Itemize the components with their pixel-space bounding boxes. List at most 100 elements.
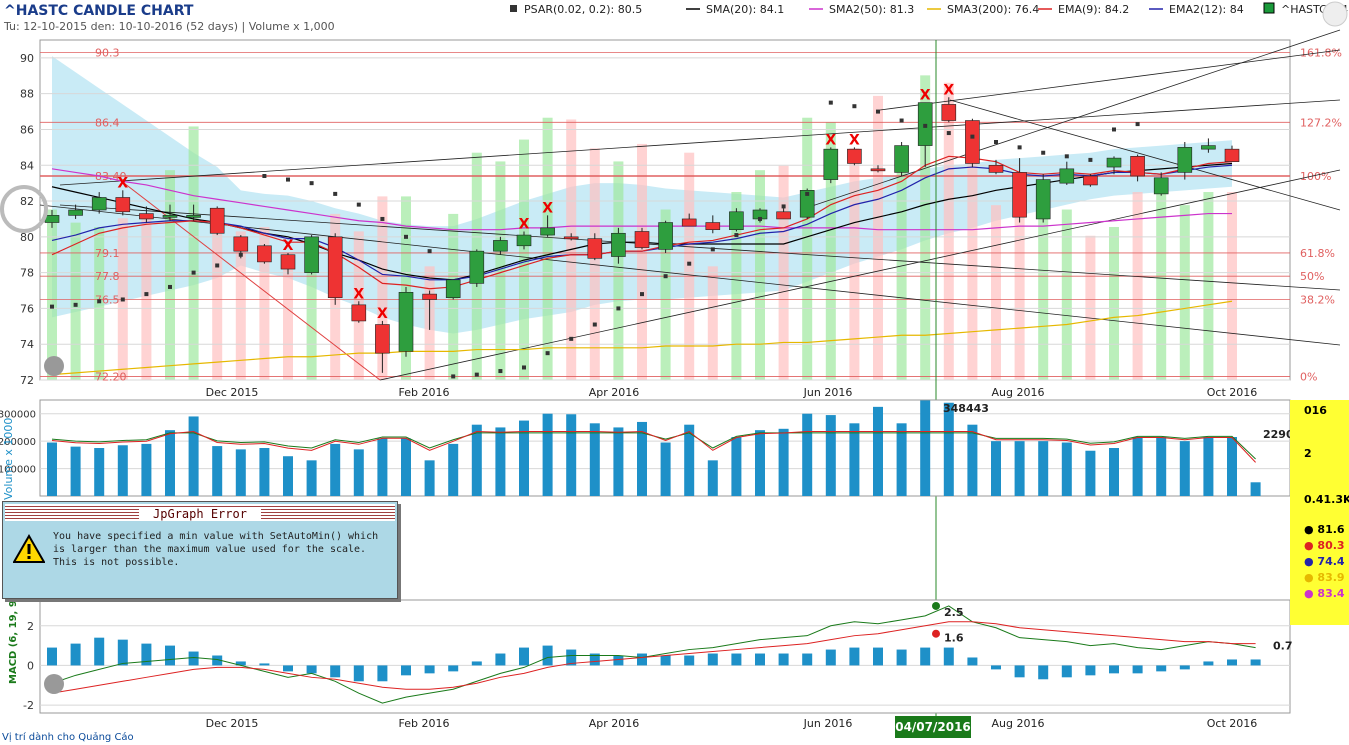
psar-dot (1017, 145, 1022, 150)
price-tick-label: 80 (20, 231, 34, 244)
scroll-left-icon (0, 185, 48, 233)
volume-bar (991, 441, 1001, 496)
candle-body (1059, 168, 1075, 184)
candle-body (941, 104, 957, 121)
help-icon (44, 674, 64, 694)
volume-shadow-bar (967, 152, 978, 380)
macd-histogram-bar (70, 643, 81, 666)
fib-right-label: 161.8% (1300, 47, 1342, 60)
psar-dot (522, 365, 526, 370)
price-tick-label: 88 (20, 88, 34, 101)
macd-histogram-bar (1085, 665, 1096, 676)
trend-line (799, 29, 1341, 211)
volume-bar (1061, 442, 1072, 496)
candle-body (563, 236, 579, 240)
psar-dot (238, 252, 243, 257)
volume-shadow-bar (991, 205, 1001, 380)
candle-body (1224, 148, 1240, 162)
fib-right-label: 38.2% (1300, 293, 1335, 306)
indicator-value: ● 83.9 (1304, 571, 1345, 584)
psar-dot (663, 274, 668, 279)
psar-dot (970, 134, 975, 139)
macd-date-tick-label: Dec 2015 (206, 717, 259, 730)
macd-histogram-bar (755, 653, 765, 666)
fib-left-label: 86.4 (95, 116, 120, 129)
legend-entry: SMA3(200): 76.4 (947, 3, 1039, 16)
price-tick-label: 86 (20, 123, 34, 136)
macd-histogram-bar (660, 655, 671, 666)
macd-histogram-bar (943, 647, 954, 666)
macd-histogram-bar (778, 653, 789, 666)
volume-bar (566, 414, 577, 496)
volume-bar (967, 424, 978, 496)
volume-bar (141, 443, 152, 496)
candle-body (1083, 175, 1098, 186)
candle-body (233, 236, 249, 252)
macd-histogram-bar (1038, 665, 1049, 680)
macd-histogram-bar (471, 661, 482, 666)
psar-dot (356, 202, 361, 207)
volume-shadow-bar (377, 196, 388, 380)
psar-dot (1041, 150, 1046, 155)
volume-shadow-bar (920, 75, 931, 380)
macd-histogram-bar (967, 657, 978, 666)
psar-dot (333, 191, 338, 196)
volume-shadow-bar (306, 266, 317, 380)
volume-bar (235, 449, 246, 496)
volume-bar (731, 437, 742, 496)
psar-dot (73, 302, 78, 307)
psar-dot (994, 140, 998, 144)
fib-right-label: 0% (1300, 370, 1317, 383)
psar-dot (1135, 122, 1140, 127)
psar-dot (404, 234, 408, 239)
volume-shadow-bar (589, 148, 600, 380)
volume-bar (1038, 441, 1049, 496)
macd-peak-dot (932, 601, 940, 610)
macd-histogram-bar (235, 661, 246, 666)
psar-dot (923, 123, 928, 128)
macd-histogram-bar (542, 645, 553, 666)
psar-dot (734, 233, 739, 238)
volume-shadow-bar (849, 148, 860, 380)
signal-line (51, 621, 1256, 694)
psar-dot (710, 247, 715, 252)
error-title-text: JpGraph Error (139, 507, 261, 521)
macd-histogram-bar (991, 665, 1001, 670)
psar-dot (191, 270, 196, 275)
trend-line (59, 99, 1341, 186)
candle-body (988, 164, 1004, 173)
volume-shadow-bar (283, 253, 293, 380)
ad-placeholder-text: Vị trí dành cho Quảng Cáo (2, 732, 134, 743)
volume-bar (660, 442, 671, 496)
legend-entry: SMA(20): 84.1 (706, 3, 784, 16)
volume-shadow-bar (943, 82, 954, 380)
macd-histogram-bar (306, 665, 317, 674)
psar-dot (215, 263, 220, 268)
volume-shadow-bar (637, 143, 647, 380)
macd-histogram-bar (519, 647, 529, 666)
error-message: You have specified a min value with SetA… (53, 531, 379, 568)
macd-histogram-bar (1014, 665, 1025, 678)
volume-shadow-bar (802, 117, 813, 380)
candle-body (658, 222, 673, 250)
volume-bar (1227, 437, 1237, 496)
trend-line (379, 169, 1341, 381)
fib-left-label: 90.3 (95, 47, 120, 60)
psar-dot (592, 322, 597, 327)
macd-histogram-bar (920, 647, 931, 666)
candle-body (1130, 156, 1145, 177)
candle-body (540, 227, 555, 236)
macd-histogram-bar (566, 649, 577, 666)
volume-bar (377, 438, 388, 496)
volume-bar (637, 421, 647, 496)
macd-histogram-bar (424, 665, 435, 674)
candle-body (847, 148, 862, 164)
volume-bar (471, 424, 482, 496)
psar-dot (168, 284, 172, 289)
macd-histogram-bar (283, 665, 293, 672)
candle-body (516, 234, 532, 247)
date-tick-label: Dec 2015 (206, 386, 259, 399)
price-tick-label: 74 (20, 338, 34, 351)
error-title: JpGraph Error (5, 504, 395, 521)
volume-shadow-bar (731, 192, 742, 380)
